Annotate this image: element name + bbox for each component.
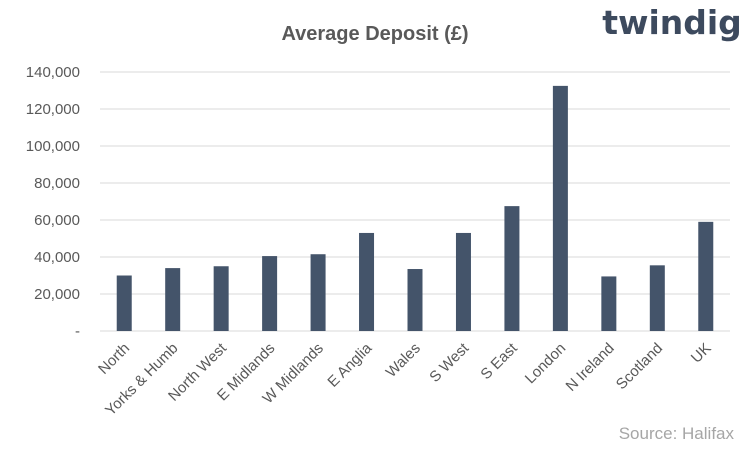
y-tick-label: 100,000: [26, 138, 80, 155]
source-note: Source: Halifax: [619, 424, 735, 443]
y-tick-label: 20,000: [34, 286, 80, 303]
y-tick-label: 80,000: [34, 175, 80, 192]
bar-e-anglia: [359, 232, 375, 331]
chart-title: Average Deposit (£): [281, 23, 468, 45]
y-tick-label: 40,000: [34, 249, 80, 266]
x-tick-label: Wales: [383, 340, 424, 381]
bar-yorks-humb: [165, 268, 181, 331]
bar-e-midlands: [262, 256, 278, 331]
bar-uk: [698, 221, 714, 331]
x-tick-label: S East: [477, 339, 521, 383]
x-tick-label: S West: [426, 339, 473, 386]
bar-s-east: [504, 206, 520, 331]
y-tick-label: -: [75, 323, 80, 340]
bar-north-west: [213, 266, 229, 331]
y-axis: - 20,000 40,000 60,000 80,000 100,000 120,000 1…: [26, 64, 80, 340]
x-tick-label: Scotland: [613, 340, 666, 393]
y-tick-label: 120,000: [26, 101, 80, 118]
bars: [116, 85, 714, 331]
x-tick-label: London: [522, 340, 569, 387]
x-tick-label: E Anglia: [324, 339, 375, 390]
bar-london: [552, 85, 568, 331]
y-tick-label: 140,000: [26, 64, 80, 81]
x-tick-label: North: [95, 340, 133, 378]
bar-north: [116, 275, 132, 331]
bar-scotland: [649, 265, 665, 331]
x-tick-label: UK: [688, 340, 715, 367]
bar-w-midlands: [310, 254, 326, 331]
x-tick-label: N Ireland: [563, 340, 618, 395]
bar-wales: [407, 269, 423, 331]
y-tick-label: 60,000: [34, 212, 80, 229]
bar-n-ireland: [601, 276, 617, 331]
bar-s-west: [455, 232, 471, 331]
gridlines: [100, 71, 730, 332]
brand-logo: twindig: [602, 3, 742, 42]
